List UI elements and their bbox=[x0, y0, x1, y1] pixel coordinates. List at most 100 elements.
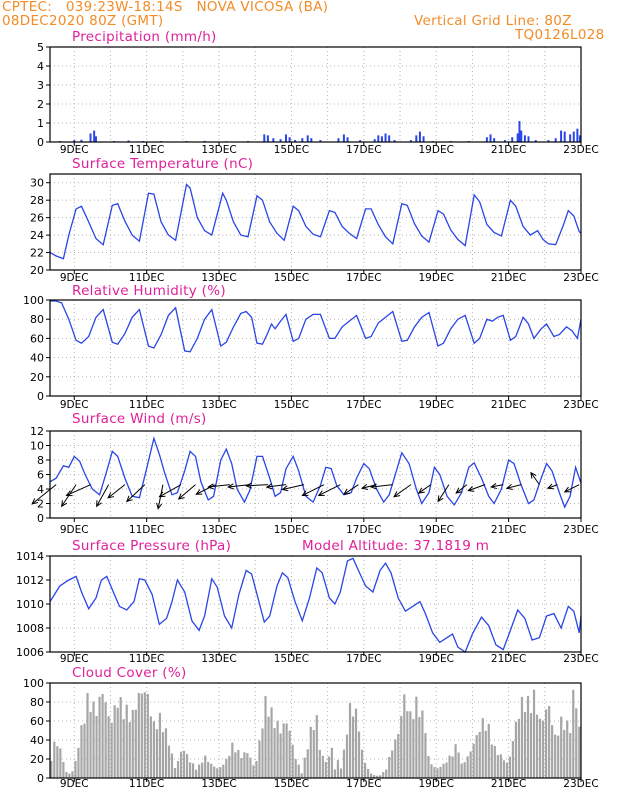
cloud-bar bbox=[351, 716, 355, 778]
wind-arrow-shaft bbox=[491, 484, 504, 488]
cloud-bar bbox=[575, 708, 578, 778]
cloud-bar bbox=[572, 689, 575, 778]
cloud-bar bbox=[161, 732, 165, 778]
cloud-bar bbox=[270, 707, 273, 778]
y-tick-label: 40 bbox=[30, 352, 44, 365]
cloud-bar bbox=[128, 722, 131, 778]
wind-arrow-head bbox=[455, 487, 463, 494]
wind-arrow-shaft bbox=[547, 484, 558, 489]
wind-arrow-head bbox=[370, 483, 378, 490]
x-tick-label: 23DEC bbox=[563, 144, 598, 156]
cloud-bar bbox=[541, 720, 545, 778]
panel-title: Precipitation (mm/h) bbox=[72, 29, 217, 45]
x-tick-label: 19DEC bbox=[419, 653, 454, 665]
precip-bar bbox=[518, 121, 521, 142]
plot-frame bbox=[49, 46, 582, 143]
x-tick-label: 23DEC bbox=[563, 778, 598, 790]
x-tick-label: 23DEC bbox=[563, 399, 598, 411]
precip-bar bbox=[127, 140, 130, 142]
precip-bar bbox=[89, 133, 92, 142]
cloud-bar bbox=[306, 749, 309, 778]
cloud-bar bbox=[185, 754, 189, 778]
cloud-bar bbox=[222, 764, 225, 778]
cloud-bar bbox=[207, 761, 210, 778]
cloud-bar bbox=[357, 731, 361, 778]
cloud-bar bbox=[173, 767, 177, 778]
cloud-bar bbox=[116, 707, 119, 778]
cloud-bar bbox=[475, 735, 478, 778]
cloud-bar bbox=[146, 693, 149, 778]
cloud-bar bbox=[158, 712, 162, 778]
precip-bar bbox=[415, 135, 418, 142]
panel-annotation: Model Altitude: 37.1819 m bbox=[302, 538, 489, 554]
cloud-bar bbox=[276, 720, 279, 778]
y-tick-label: 5 bbox=[37, 41, 44, 54]
wind-arrow-shaft bbox=[302, 484, 325, 496]
precip-bar bbox=[578, 135, 581, 142]
wind-arrow-head bbox=[31, 498, 39, 505]
cloud-bar bbox=[80, 725, 83, 778]
y-tick-label: 80 bbox=[30, 696, 44, 709]
precip-bar bbox=[279, 139, 282, 142]
cloud-bar bbox=[110, 722, 113, 778]
x-tick-label: 23DEC bbox=[563, 653, 598, 665]
wind-arrow-head bbox=[207, 483, 215, 490]
precip-bar bbox=[563, 131, 566, 142]
x-tick-label: 13DEC bbox=[201, 524, 236, 536]
wind-arrow-head bbox=[107, 492, 115, 499]
cloud-bar bbox=[273, 728, 276, 778]
cloud-bar bbox=[496, 755, 499, 778]
x-tick-label: 23DEC bbox=[563, 524, 598, 536]
precip-bar bbox=[520, 130, 523, 142]
cloud-bar bbox=[170, 753, 174, 778]
precip-bar bbox=[272, 138, 275, 142]
y-tick-label: 1008 bbox=[16, 622, 44, 635]
x-tick-label: 15DEC bbox=[274, 272, 309, 284]
panel-title: Relative Humidity (%) bbox=[72, 283, 226, 299]
precip-bar bbox=[342, 134, 345, 142]
cloud-bar bbox=[65, 771, 68, 778]
x-tick-label: 9DEC bbox=[60, 144, 89, 156]
y-tick-label: 2 bbox=[37, 98, 44, 111]
y-tick-label: 20 bbox=[30, 753, 44, 766]
plot-frame bbox=[49, 555, 582, 653]
cloud-bar bbox=[403, 694, 406, 778]
cloud-bar bbox=[421, 710, 424, 778]
precip-bar bbox=[306, 135, 309, 142]
cloud-bar bbox=[551, 725, 554, 778]
wind-arrow-shaft bbox=[393, 484, 412, 498]
x-tick-label: 9DEC bbox=[60, 399, 89, 411]
precip-bar bbox=[319, 140, 322, 142]
cloud-bar bbox=[418, 717, 421, 778]
wind-arrow-head bbox=[317, 490, 325, 496]
cloud-bar bbox=[255, 760, 258, 778]
cloud-bar bbox=[234, 752, 237, 778]
precip-bar bbox=[418, 131, 421, 142]
y-tick-label: 20 bbox=[30, 264, 44, 277]
precip-bar bbox=[523, 135, 526, 142]
cloud-bar bbox=[92, 701, 95, 778]
cloud-bar bbox=[201, 762, 204, 778]
cloud-bar bbox=[345, 734, 349, 778]
cloud-bar bbox=[373, 775, 376, 778]
wind-arrow-shaft bbox=[31, 484, 57, 505]
cloud-bar bbox=[327, 756, 330, 778]
x-tick-label: 11DEC bbox=[129, 399, 164, 411]
cloud-bar bbox=[164, 728, 168, 778]
cloud-bar bbox=[179, 751, 183, 778]
cloud-bar bbox=[548, 706, 551, 778]
cloud-bar bbox=[545, 709, 548, 778]
wind-arrow-shaft bbox=[437, 484, 450, 502]
wind-arrow-shaft bbox=[282, 484, 305, 490]
cloud-bar bbox=[499, 754, 502, 778]
cloud-bar bbox=[282, 723, 285, 778]
precip-bar bbox=[301, 138, 304, 142]
y-tick-label: 12 bbox=[30, 425, 44, 438]
x-tick-label: 11DEC bbox=[129, 778, 164, 790]
precip-bar bbox=[266, 135, 269, 142]
panel-title: Surface Temperature (nC) bbox=[72, 156, 253, 172]
cloud-bar bbox=[312, 729, 315, 778]
panel-4: 02 46 810 12 9DEC 11DEC 13DEC 15DEC 17DEC 19DEC 21… bbox=[30, 411, 599, 536]
cloud-bar bbox=[288, 730, 291, 778]
cloud-bar bbox=[267, 716, 270, 778]
